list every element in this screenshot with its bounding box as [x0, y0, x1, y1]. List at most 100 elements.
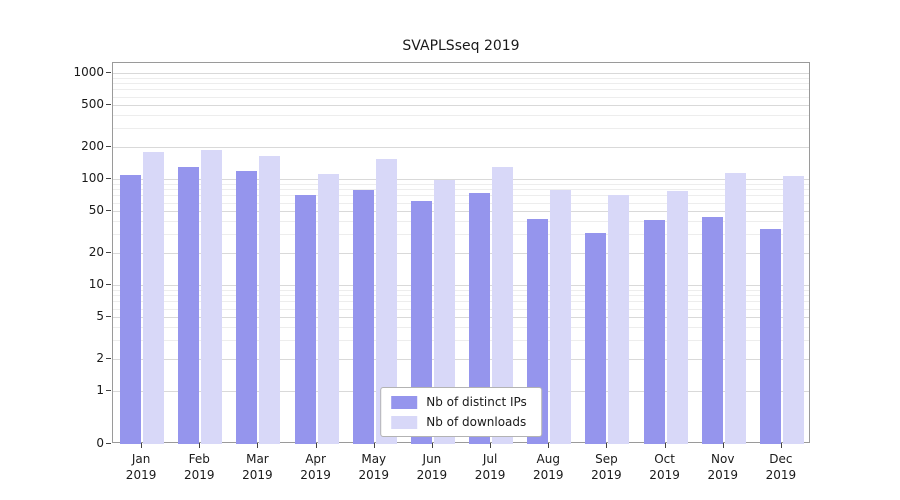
y-tick-label: 2 — [96, 351, 104, 366]
x-tick-label: Jun 2019 — [416, 452, 448, 482]
bar-downloads — [201, 149, 223, 444]
gridline-minor — [113, 96, 809, 98]
gridline-minor — [113, 189, 809, 191]
x-tick-mark — [780, 443, 782, 448]
gridline-minor — [113, 301, 809, 303]
bar-downloads — [143, 151, 165, 444]
x-tick-label: Feb 2019 — [183, 452, 215, 482]
gridline-minor — [113, 128, 809, 130]
x-tick-label: Jul 2019 — [474, 452, 506, 482]
y-tick-label: 0 — [96, 436, 104, 450]
gridline-minor — [113, 183, 809, 185]
legend-label-downloads: Nb of downloads — [426, 415, 527, 429]
legend-item-downloads: Nb of downloads — [391, 415, 527, 429]
bar-downloads — [259, 155, 281, 444]
bar-distinct-ips — [585, 232, 607, 444]
gridline-major — [113, 73, 809, 74]
gridline-minor — [113, 89, 809, 91]
x-tick-mark — [257, 443, 259, 448]
y-tick-mark — [106, 390, 111, 391]
y-tick-mark — [106, 284, 111, 285]
x-tick-mark — [664, 443, 666, 448]
bar-downloads — [492, 166, 514, 444]
legend-item-distinct-ips: Nb of distinct IPs — [391, 395, 527, 409]
y-tick-mark — [106, 72, 111, 73]
bar-distinct-ips — [352, 190, 374, 444]
gridline-minor — [113, 221, 809, 223]
x-tick-label: Aug 2019 — [532, 452, 564, 482]
gridline-major — [113, 210, 809, 212]
x-tick-mark — [315, 443, 317, 448]
gridline-minor — [113, 195, 809, 197]
bar-downloads — [433, 180, 455, 444]
x-tick-mark — [548, 443, 550, 448]
bar-distinct-ips — [178, 166, 200, 444]
gridline-minor — [113, 234, 809, 236]
x-tick-label: Nov 2019 — [707, 452, 739, 482]
gridline-major — [113, 253, 809, 255]
gridline-minor — [113, 295, 809, 297]
y-tick-mark — [106, 443, 111, 444]
y-tick-label: 10 — [88, 277, 104, 291]
bar-distinct-ips — [236, 171, 258, 444]
bar-distinct-ips — [643, 220, 665, 444]
gridline-minor — [113, 308, 809, 310]
y-tick-mark — [106, 358, 111, 360]
y-tick-label: 1 — [96, 383, 104, 397]
y-tick-label: 100 — [81, 171, 104, 185]
bar-downloads — [317, 173, 339, 444]
bar-distinct-ips — [759, 228, 781, 444]
gridline-minor — [113, 202, 809, 204]
gridline-major — [113, 179, 809, 180]
gridline-major — [113, 104, 809, 106]
bar-downloads — [608, 195, 630, 444]
x-tick-label: Mar 2019 — [242, 452, 273, 482]
y-tick-label: 200 — [81, 139, 104, 154]
legend-swatch-distinct-ips — [391, 395, 418, 409]
chart-title: SVAPLSseq 2019 — [402, 38, 520, 54]
bar-downloads — [550, 190, 572, 444]
bar-distinct-ips — [469, 192, 491, 444]
x-tick-mark — [141, 443, 143, 448]
x-tick-label: Oct 2019 — [649, 452, 680, 482]
legend-swatch-downloads — [391, 415, 418, 429]
y-tick-label: 20 — [88, 245, 104, 260]
gridline-minor — [113, 340, 809, 342]
x-tick-mark — [606, 443, 608, 448]
x-tick-mark — [431, 443, 433, 448]
y-tick-mark — [106, 209, 111, 211]
plot-area — [112, 62, 810, 444]
y-tick-label: 5 — [96, 308, 104, 323]
x-tick-mark — [722, 443, 724, 448]
x-tick-label: Dec 2019 — [765, 452, 797, 482]
gridline-major — [113, 147, 809, 149]
bar-downloads — [782, 175, 804, 444]
gridline-minor — [113, 83, 809, 85]
gridline-major — [113, 316, 809, 318]
y-tick-mark — [106, 315, 111, 317]
bar-distinct-ips — [410, 201, 432, 444]
y-tick-label: 1000 — [73, 65, 104, 79]
x-tick-mark — [373, 443, 375, 448]
gridline-minor — [113, 327, 809, 329]
gridline-minor — [113, 77, 809, 79]
y-tick-mark — [106, 103, 111, 105]
legend: Nb of distinct IPs Nb of downloads — [380, 387, 542, 437]
x-tick-label: Jan 2019 — [125, 452, 157, 482]
bar-distinct-ips — [294, 195, 316, 444]
x-tick-mark — [199, 443, 201, 448]
x-tick-mark — [490, 443, 492, 448]
bar-downloads — [666, 191, 688, 444]
bar-distinct-ips — [701, 216, 723, 444]
y-tick-mark — [106, 252, 111, 254]
gridline-major — [113, 285, 809, 286]
bar-distinct-ips — [120, 174, 142, 444]
x-tick-label: May 2019 — [358, 452, 390, 482]
gridline-major — [113, 359, 809, 361]
y-tick-label: 500 — [81, 96, 104, 111]
bar-downloads — [724, 173, 746, 444]
x-tick-label: Sep 2019 — [591, 452, 622, 482]
x-tick-label: Apr 2019 — [300, 452, 331, 482]
y-tick-label: 50 — [88, 202, 104, 217]
